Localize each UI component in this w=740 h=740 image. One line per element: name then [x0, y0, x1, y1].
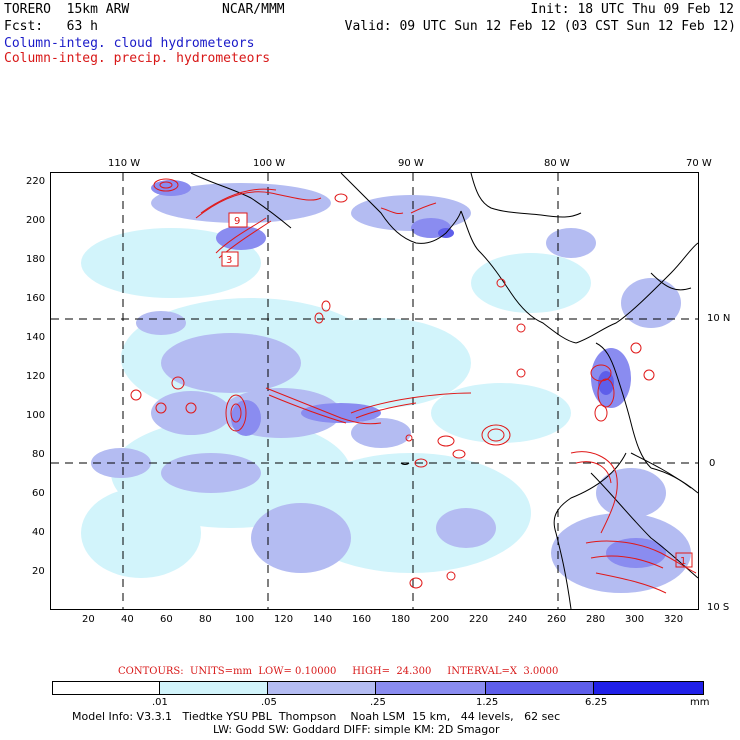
x-tick-label: 220	[469, 614, 489, 625]
colorbar-segment	[53, 682, 160, 694]
model-info: Model Info: V3.3.1 Tiedtke YSU PBL Thomp…	[72, 710, 561, 723]
y-tick-label: 160	[26, 293, 46, 304]
x-tick-label: 120	[274, 614, 294, 625]
colorbar-label: 1.25	[476, 697, 499, 708]
y-tick-label: 140	[26, 332, 46, 343]
org-label: NCAR/MMM	[222, 2, 285, 17]
colorbar-label: .25	[370, 697, 386, 708]
lat-label: 0	[709, 458, 716, 469]
colorbar-segment	[486, 682, 594, 694]
x-tick-label: 80	[199, 614, 212, 625]
y-tick-label: 220	[26, 176, 46, 187]
y-tick-label: 120	[26, 371, 46, 382]
x-tick-label: 180	[391, 614, 411, 625]
colorbar	[52, 681, 704, 695]
colorbar-label: 6.25	[585, 697, 608, 708]
colorbar-label: .01	[152, 697, 168, 708]
x-tick-label: 40	[121, 614, 134, 625]
contour-info: CONTOURS: UNITS=mm LOW= 0.10000 HIGH= 24…	[118, 666, 559, 677]
x-tick-label: 20	[82, 614, 95, 625]
cloud-field-light	[81, 228, 591, 578]
x-tick-label: 300	[625, 614, 645, 625]
lat-lon-grid	[51, 173, 698, 609]
forecast-map: 9 3 1	[50, 172, 699, 610]
forecast-hour: Fcst: 63 h	[4, 19, 98, 34]
y-tick-label: 60	[32, 488, 45, 499]
y-tick-label: 200	[26, 215, 46, 226]
valid-time: Valid: 09 UTC Sun 12 Feb 12 (03 CST Sun …	[344, 19, 736, 34]
y-tick-label: 20	[32, 566, 45, 577]
colorbar-segment	[268, 682, 376, 694]
y-tick-label: 180	[26, 254, 46, 265]
coastlines	[190, 173, 698, 609]
forecast-map-svg: 9 3 1	[51, 173, 698, 609]
model-title: TORERO 15km ARW	[4, 2, 130, 17]
station-markers	[221, 212, 248, 267]
colorbar-label: .05	[261, 697, 277, 708]
precip-contours	[130, 178, 697, 594]
station-label: 9	[234, 216, 240, 227]
lon-label: 80 W	[544, 158, 570, 169]
station-label: 1	[680, 556, 686, 567]
lon-label: 110 W	[108, 158, 141, 169]
lat-label: 10 N	[707, 313, 731, 324]
lon-label: 70 W	[686, 158, 712, 169]
colorbar-units: mm	[690, 697, 710, 708]
colorbar-segment	[594, 682, 703, 694]
lon-label: 90 W	[398, 158, 424, 169]
x-tick-label: 320	[664, 614, 684, 625]
x-tick-label: 160	[352, 614, 372, 625]
station-label: 3	[226, 255, 232, 266]
x-tick-label: 280	[586, 614, 606, 625]
legend-precip: Column-integ. precip. hydrometeors	[4, 51, 271, 66]
x-tick-label: 140	[313, 614, 333, 625]
x-tick-label: 100	[235, 614, 255, 625]
x-tick-label: 200	[430, 614, 450, 625]
lat-label: 10 S	[707, 602, 730, 613]
y-tick-label: 100	[26, 410, 46, 421]
lon-label: 100 W	[253, 158, 286, 169]
y-tick-label: 80	[32, 449, 45, 460]
legend-cloud: Column-integ. cloud hydrometeors	[4, 36, 255, 51]
x-tick-label: 240	[508, 614, 528, 625]
physics-info: LW: Godd SW: Goddard DIFF: simple KM: 2D…	[213, 723, 500, 736]
x-tick-label: 60	[160, 614, 173, 625]
y-tick-label: 40	[32, 527, 45, 538]
colorbar-segment	[376, 682, 486, 694]
init-time: Init: 18 UTC Thu 09 Feb 12	[530, 2, 735, 17]
x-tick-label: 260	[547, 614, 567, 625]
colorbar-segment	[160, 682, 268, 694]
